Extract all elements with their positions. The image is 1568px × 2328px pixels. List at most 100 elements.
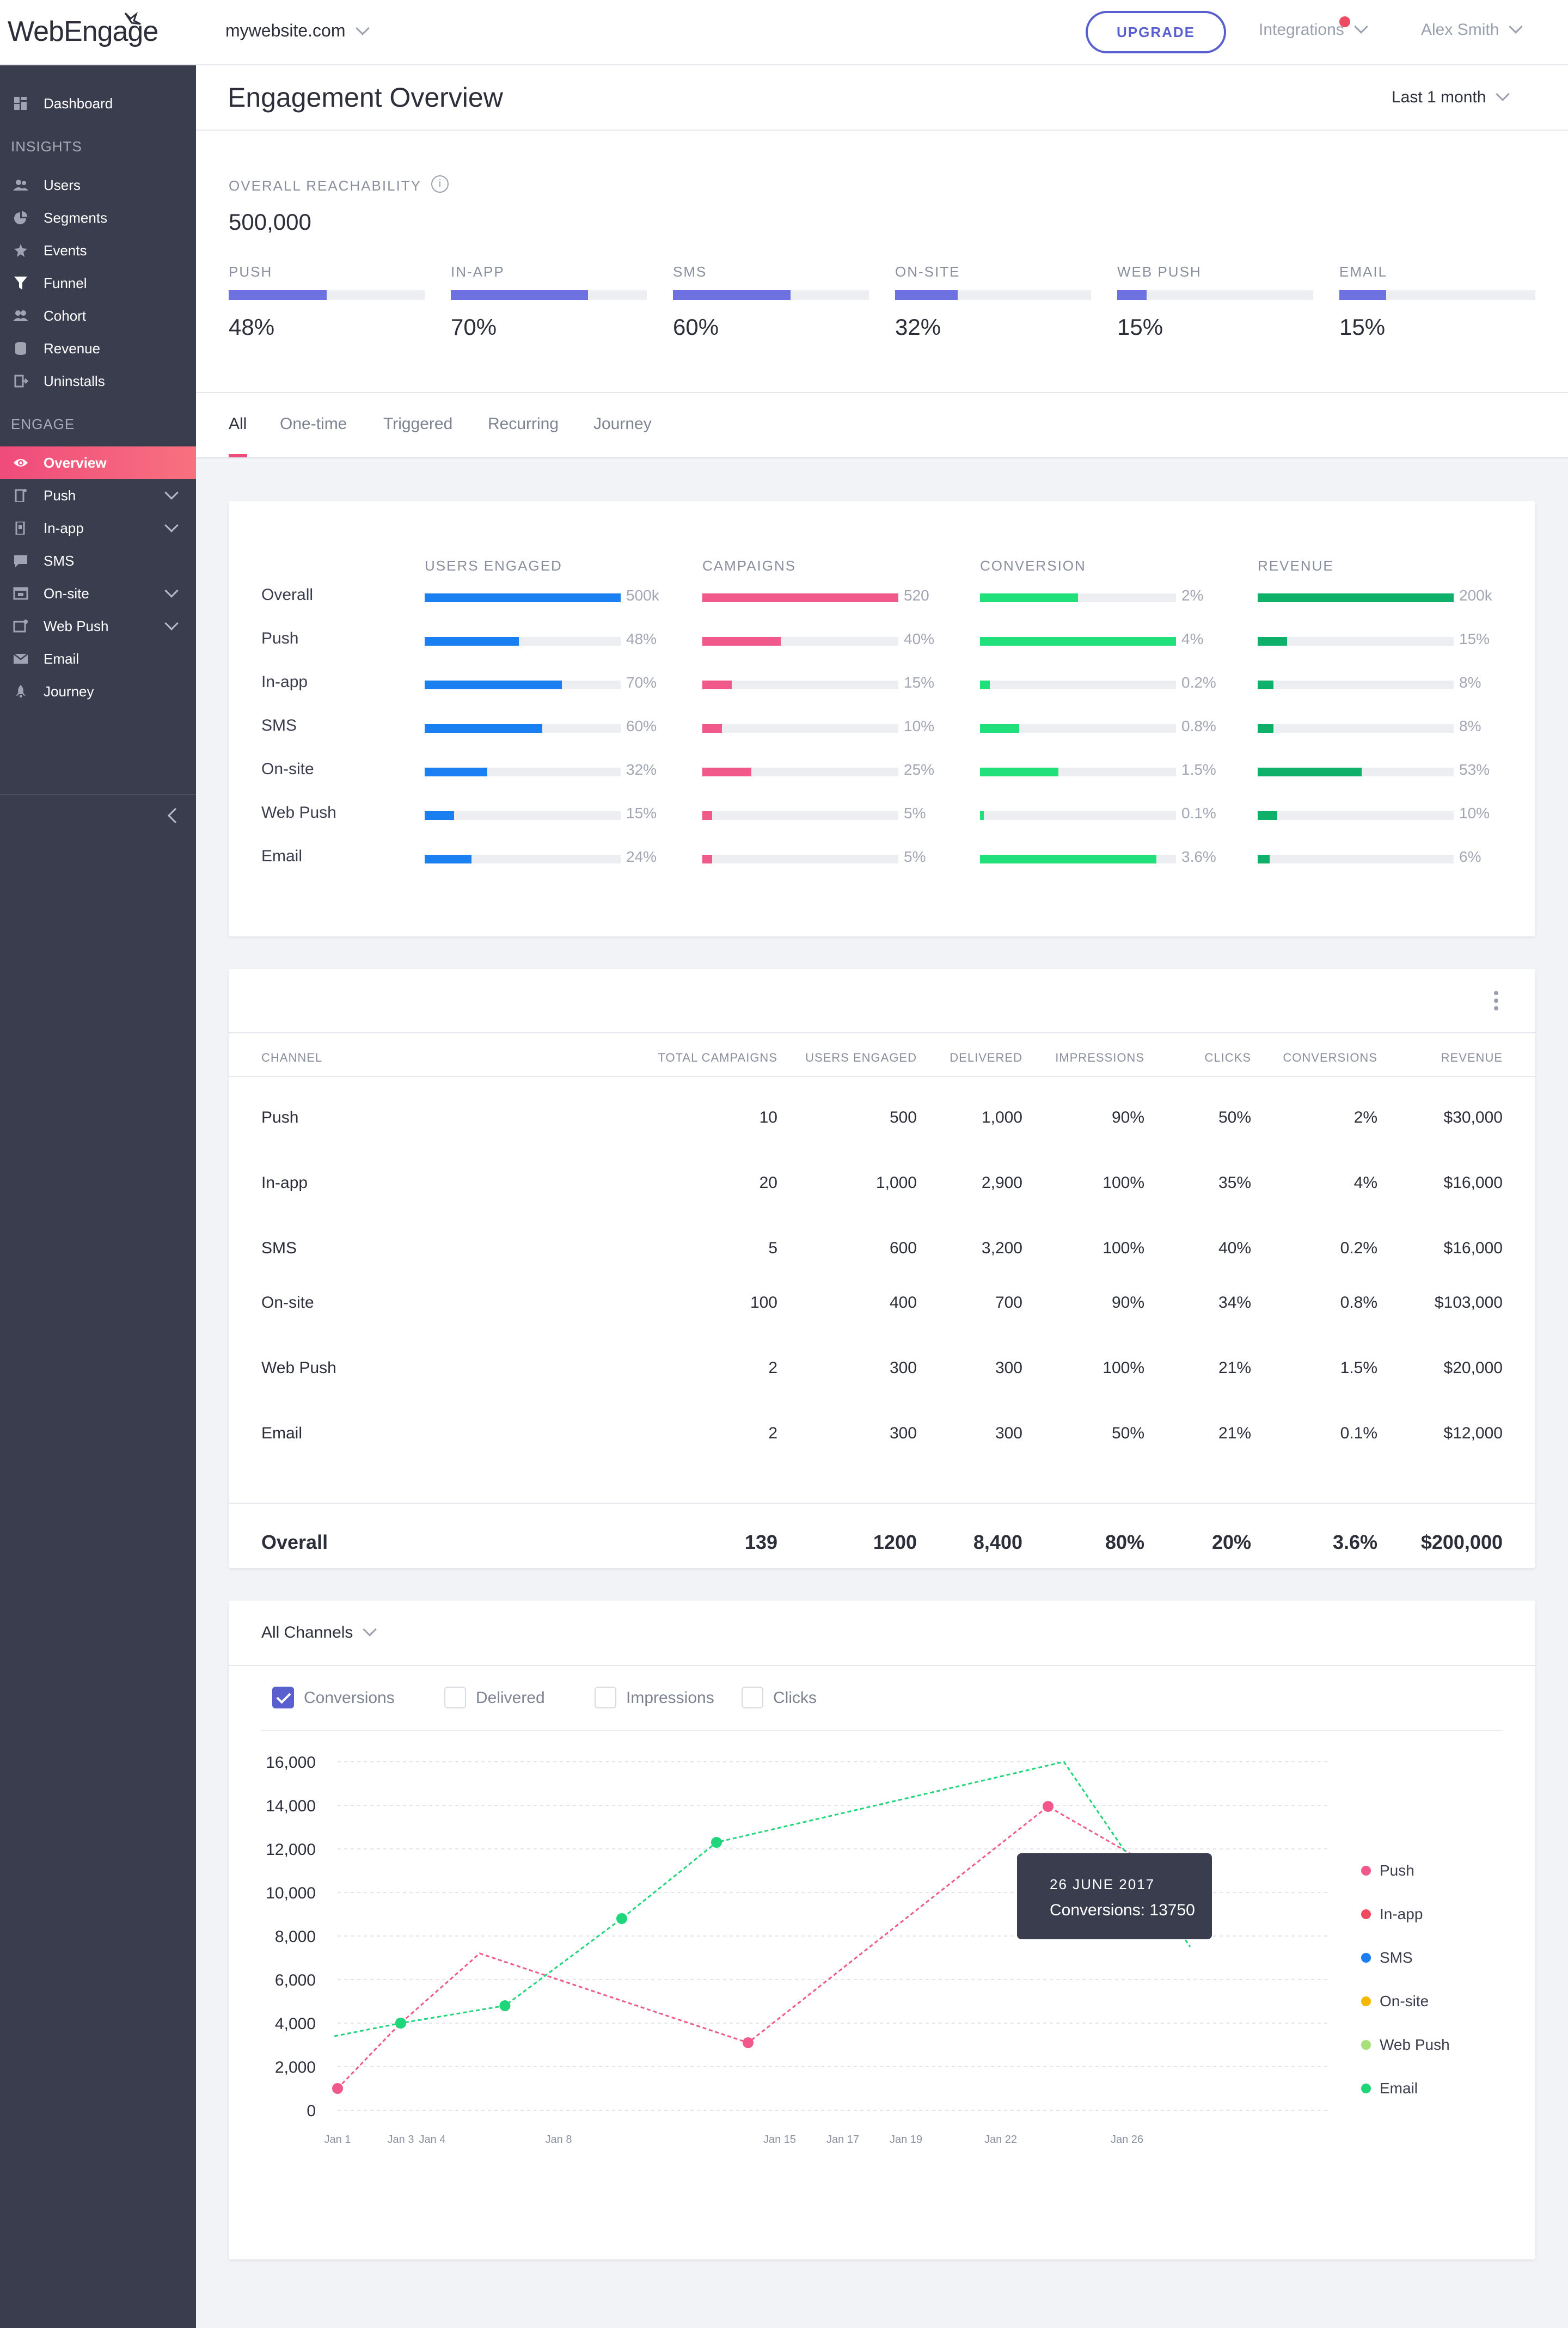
y-tick-label: 10,000 xyxy=(266,1884,316,1902)
trend-chart-card: All Channels 0 2,000 4,000 6,000 8,000 10,000… xyxy=(229,1601,1535,2259)
table-cell: 1,000 xyxy=(875,1174,917,1192)
metric-bar-track xyxy=(702,768,898,776)
table-cell: 3,200 xyxy=(981,1239,1022,1257)
chevron-down-icon[interactable] xyxy=(164,518,179,532)
legend-item[interactable]: Push xyxy=(1361,1862,1414,1879)
table-cell: 5 xyxy=(768,1239,777,1257)
sidebar-item-sms[interactable]: SMS xyxy=(0,544,196,577)
table-cell: 2 xyxy=(768,1359,777,1377)
metric-bar-fill xyxy=(980,855,1156,863)
sidebar-item-in-app[interactable]: In-app xyxy=(0,512,196,544)
sidebar-item-email[interactable]: Email xyxy=(0,642,196,675)
tab-all[interactable]: All xyxy=(229,415,247,433)
metric-bar-fill xyxy=(702,811,712,820)
checkbox-box[interactable] xyxy=(595,1687,616,1708)
info-icon[interactable]: i xyxy=(431,175,449,193)
user-menu[interactable]: Alex Smith xyxy=(1421,20,1523,39)
sidebar-item-segments[interactable]: Segments xyxy=(0,201,196,234)
metric-checkbox-clicks[interactable]: Clicks xyxy=(742,1687,817,1708)
email-icon xyxy=(13,653,28,664)
checkbox-box[interactable] xyxy=(742,1687,763,1708)
logo-bird-icon xyxy=(124,11,141,25)
table-total-cell: 8,400 xyxy=(973,1531,1022,1553)
metric-bar-fill xyxy=(980,811,984,820)
legend-item[interactable]: Web Push xyxy=(1361,2036,1450,2054)
chevron-down-icon[interactable] xyxy=(164,584,179,598)
metric-bar-value: 1.5% xyxy=(1181,761,1216,778)
legend-item[interactable]: Email xyxy=(1361,2080,1418,2097)
sidebar-item-web-push[interactable]: Web Push xyxy=(0,610,196,642)
metric-checkbox-impressions[interactable]: Impressions xyxy=(595,1687,714,1708)
tab-triggered[interactable]: Triggered xyxy=(383,415,453,433)
table-column-header[interactable]: CHANNEL xyxy=(261,1051,323,1064)
metric-bar-track xyxy=(1258,768,1454,776)
metric-checkbox-conversions[interactable]: Conversions xyxy=(272,1687,395,1708)
metric-bar-value: 0.2% xyxy=(1181,674,1216,691)
sidebar-item-cohort[interactable]: Cohort xyxy=(0,299,196,332)
metric-bar-value: 10% xyxy=(1459,805,1490,822)
table-column-header[interactable]: REVENUE xyxy=(1441,1051,1503,1064)
pie-chart-icon xyxy=(14,211,27,224)
sidebar-item-uninstalls[interactable]: Uninstalls xyxy=(0,365,196,397)
sidebar-item-dashboard[interactable]: Dashboard xyxy=(0,87,196,120)
integrations-menu[interactable]: Integrations xyxy=(1259,20,1368,39)
channel-select[interactable]: All Channels xyxy=(261,1622,377,1642)
tab-recurring[interactable]: Recurring xyxy=(488,415,559,433)
sidebar-item-journey[interactable]: Journey xyxy=(0,675,196,708)
metric-checkbox-delivered[interactable]: Delivered xyxy=(444,1687,545,1708)
metric-bar-value: 3.6% xyxy=(1181,848,1216,865)
metric-bar-track xyxy=(702,637,898,646)
sidebar-item-funnel[interactable]: Funnel xyxy=(0,267,196,299)
metric-bar-value: 40% xyxy=(904,630,935,647)
table-channel-cell: Email xyxy=(261,1424,303,1442)
sidebar-item-events[interactable]: Events xyxy=(0,234,196,267)
table-column-header[interactable]: IMPRESSIONS xyxy=(1055,1051,1144,1064)
metric-bar-track xyxy=(425,681,621,689)
metric-bar-fill xyxy=(425,681,562,689)
chevron-down-icon[interactable] xyxy=(164,486,179,500)
sidebar-item-overview[interactable]: Overview xyxy=(0,446,196,479)
table-cell: 100% xyxy=(1102,1239,1144,1257)
page-title: Engagement Overview xyxy=(228,82,503,113)
sidebar-item-users[interactable]: Users xyxy=(0,169,196,201)
more-options-icon[interactable] xyxy=(1494,991,1498,1014)
upgrade-button[interactable]: UPGRADE xyxy=(1086,11,1226,53)
table-column-header[interactable]: CONVERSIONS xyxy=(1283,1051,1377,1064)
table-column-header[interactable]: TOTAL CAMPAIGNS xyxy=(658,1051,777,1064)
table-column-header[interactable]: DELIVERED xyxy=(950,1051,1022,1064)
metric-bar-fill xyxy=(980,724,1019,733)
checkbox-box[interactable] xyxy=(444,1687,466,1708)
metric-bar-value: 32% xyxy=(626,761,657,778)
sidebar-item-revenue[interactable]: Revenue xyxy=(0,332,196,365)
metric-bar-fill xyxy=(702,724,722,733)
legend-item[interactable]: SMS xyxy=(1361,1949,1413,1966)
metric-bar-value: 24% xyxy=(626,848,657,865)
sidebar-item-label: Uninstalls xyxy=(44,373,105,389)
chevron-down-icon[interactable] xyxy=(164,616,179,630)
sidebar-item-push[interactable]: Push xyxy=(0,479,196,512)
legend-item[interactable]: On-site xyxy=(1361,1993,1429,2010)
metric-column-header: CONVERSION xyxy=(980,558,1086,574)
sidebar-item-label: Journey xyxy=(44,683,94,700)
reach-progress-track xyxy=(1339,290,1535,300)
series-point-email xyxy=(711,1837,722,1848)
metric-bar-value: 4% xyxy=(1181,630,1204,647)
chart-tooltip: 26 JUNE 2017 Conversions: 13750 xyxy=(1017,1853,1212,1939)
tab-one-time[interactable]: One-time xyxy=(280,415,347,433)
table-column-header[interactable]: CLICKS xyxy=(1204,1051,1251,1064)
table-column-header[interactable]: USERS ENGAGED xyxy=(805,1051,917,1064)
table-cell: 300 xyxy=(889,1359,917,1377)
date-range-select[interactable]: Last 1 month xyxy=(1392,87,1510,107)
checkbox-box[interactable] xyxy=(272,1687,294,1708)
collapse-sidebar-icon[interactable] xyxy=(167,807,183,824)
site-switcher[interactable]: mywebsite.com xyxy=(225,21,370,41)
tab-journey[interactable]: Journey xyxy=(593,415,652,433)
reach-channel-name: ON-SITE xyxy=(895,264,960,280)
table-cell: 4% xyxy=(1353,1174,1377,1192)
sidebar-item-on-site[interactable]: On-site xyxy=(0,577,196,610)
metric-bar-value: 500k xyxy=(626,587,659,604)
legend-item[interactable]: In-app xyxy=(1361,1906,1423,1923)
metric-bar-track xyxy=(702,681,898,689)
y-tick-label: 14,000 xyxy=(266,1797,316,1815)
metric-bar-value: 25% xyxy=(904,761,935,778)
